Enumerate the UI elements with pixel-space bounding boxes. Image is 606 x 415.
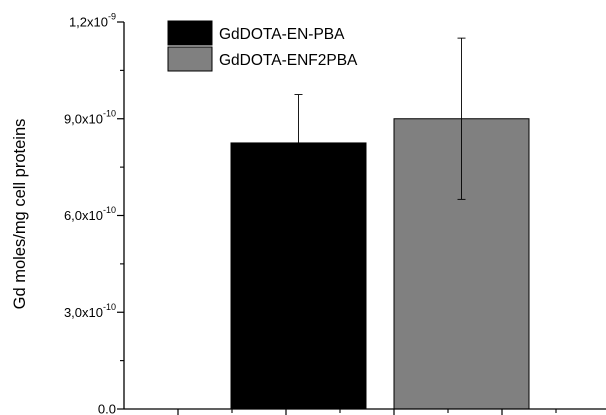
y-tick-label: 0.0: [98, 402, 116, 415]
legend-swatch-2: [167, 46, 213, 72]
bars-layer: [230, 118, 530, 410]
legend: GdDOTA-EN-PBA GdDOTA-ENF2PBA: [167, 20, 358, 72]
legend-label-2: GdDOTA-ENF2PBA: [219, 52, 358, 69]
y-tick-label: 6,0x10-10: [64, 205, 116, 223]
y-ticks-layer: 0.0 3,0x10-10 6,0x10-10 9,0x10-10 1,2x10-9: [64, 12, 124, 415]
y-tick-label: 9,0x10-10: [64, 108, 116, 126]
y-tick-label: 3,0x10-10: [64, 302, 116, 320]
legend-label-1: GdDOTA-EN-PBA: [219, 26, 345, 43]
y-tick-label: 1,2x10-9: [69, 12, 116, 30]
x-ticks-layer: [177, 409, 557, 415]
error-bars-layer: [294, 37, 466, 200]
y-axis-title: Gd moles/mg cell proteins: [11, 119, 29, 310]
legend-swatch-1: [167, 20, 213, 46]
